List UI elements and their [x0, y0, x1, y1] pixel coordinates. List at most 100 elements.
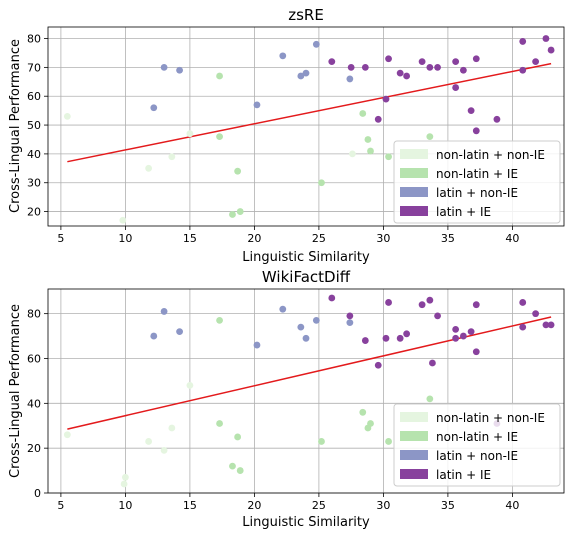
data-point: [168, 153, 176, 161]
legend-label: non-latin + IE: [436, 430, 518, 444]
data-point: [493, 115, 501, 123]
data-point: [396, 334, 404, 342]
data-point: [234, 167, 242, 175]
data-point: [396, 69, 404, 77]
legend-label: latin + non-IE: [436, 186, 518, 200]
data-point: [547, 321, 555, 329]
legend-label: latin + IE: [436, 205, 491, 219]
data-point: [452, 58, 460, 66]
data-point: [346, 312, 354, 320]
data-point: [452, 325, 460, 333]
y-axis-label: Cross-Lingual Performance: [8, 39, 23, 213]
data-point: [279, 52, 287, 60]
data-point: [452, 84, 460, 91]
data-point: [349, 150, 356, 158]
y-tick-label: 30: [27, 177, 41, 190]
data-point: [403, 72, 411, 80]
legend-swatch: [400, 206, 428, 216]
x-tick-label: 15: [183, 499, 197, 512]
data-point: [472, 348, 480, 356]
data-point: [542, 35, 550, 42]
data-point: [318, 438, 325, 445]
x-tick-label: 25: [312, 232, 326, 245]
data-point: [361, 337, 369, 344]
x-tick-label: 15: [183, 232, 197, 245]
data-point: [532, 58, 540, 66]
x-tick-label: 5: [57, 232, 64, 245]
legend-box: [393, 140, 561, 224]
chart-top: zsRE 5 10 15 20 25 30 35 40 20 30 40 50 60 70 80 Ling…: [8, 6, 565, 265]
y-tick-label: 40: [27, 148, 41, 161]
data-point: [312, 40, 320, 48]
y-ticks: 20 30 40 50 60 70 80: [27, 33, 48, 219]
data-point: [426, 63, 434, 71]
data-point: [63, 431, 71, 439]
trend-line-group: [67, 316, 552, 430]
points-group: [63, 35, 555, 224]
x-ticks: 5 10 15 20 25 30 35 40: [57, 226, 519, 245]
chart-bottom: WikiFactDiff 5 10 15 20 25 30 35 40 0 20 40 60 80 L…: [8, 268, 565, 530]
data-point: [150, 104, 158, 112]
x-tick-label: 20: [247, 232, 261, 245]
data-point: [119, 216, 127, 224]
y-tick-label: 0: [34, 487, 41, 500]
data-point: [346, 75, 354, 83]
y-tick-label: 50: [27, 119, 41, 132]
data-point: [434, 63, 441, 71]
data-point: [302, 69, 310, 77]
data-point: [385, 55, 392, 63]
data-point: [312, 316, 320, 324]
points-group: [63, 294, 555, 488]
data-point: [467, 328, 475, 335]
data-point: [297, 72, 305, 80]
data-point: [216, 316, 223, 324]
trend-line-group: [67, 62, 552, 163]
data-point: [328, 58, 336, 66]
data-point: [382, 95, 390, 103]
data-point: [459, 332, 467, 340]
data-point: [359, 110, 367, 117]
legend-swatch: [400, 450, 428, 460]
data-point: [253, 341, 261, 349]
data-point: [279, 305, 287, 313]
legend: non-latin + non-IE non-latin + IE latin + …: [393, 140, 561, 224]
data-point: [426, 395, 434, 403]
data-point: [429, 359, 436, 367]
y-tick-label: 60: [27, 352, 41, 365]
data-point: [382, 334, 390, 342]
data-point: [229, 462, 236, 470]
data-point: [253, 101, 261, 109]
x-tick-label: 5: [57, 499, 64, 512]
chart-title: zsRE: [288, 6, 324, 24]
data-point: [234, 433, 242, 441]
legend-box: [393, 403, 561, 487]
legend-label: non-latin + non-IE: [436, 148, 545, 162]
data-point: [186, 130, 194, 138]
x-tick-label: 10: [118, 499, 132, 512]
data-point: [532, 310, 540, 318]
legend-label: latin + non-IE: [436, 449, 518, 463]
chart-title: WikiFactDiff: [262, 268, 351, 286]
legend-swatch: [400, 149, 428, 159]
legend-swatch: [400, 431, 428, 441]
data-point: [120, 480, 128, 488]
legend: non-latin + non-IE non-latin + IE latin + …: [393, 403, 561, 487]
data-point: [236, 208, 244, 215]
data-point: [328, 294, 336, 302]
data-point: [176, 328, 183, 335]
legend-label: latin + IE: [436, 468, 491, 482]
data-point: [385, 153, 392, 161]
plot-frame: [47, 26, 565, 227]
data-point: [216, 133, 223, 140]
data-point: [122, 473, 129, 481]
data-point: [236, 467, 244, 474]
data-point: [547, 46, 555, 54]
data-point: [452, 334, 460, 342]
x-tick-label: 10: [118, 232, 132, 245]
data-point: [519, 323, 527, 331]
legend-swatch: [400, 469, 428, 479]
x-tick-label: 20: [247, 499, 261, 512]
legend-label: non-latin + IE: [436, 167, 518, 181]
data-point: [542, 321, 550, 329]
